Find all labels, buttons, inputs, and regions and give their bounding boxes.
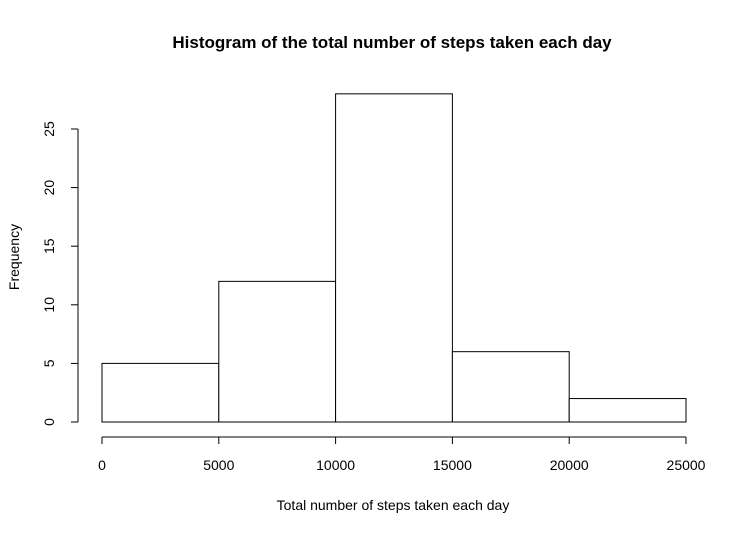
x-axis: 0 5000 10000 15000 20000 25000 — [98, 436, 706, 473]
histogram-bar-4 — [568, 398, 687, 423]
bars-group — [101, 93, 687, 423]
x-axis-label: Total number of steps taken each day — [277, 497, 510, 513]
x-tick-label: 20000 — [550, 457, 589, 473]
x-tick-label: 0 — [98, 457, 106, 473]
y-tick-label: 25 — [41, 121, 57, 137]
x-tick-label: 15000 — [433, 457, 472, 473]
chart-title: Histogram of the total number of steps t… — [172, 33, 612, 52]
y-tick-label: 5 — [41, 359, 57, 367]
histogram-bar-1 — [218, 280, 337, 423]
y-tick-label: 10 — [41, 297, 57, 313]
x-tick-label: 10000 — [316, 457, 355, 473]
x-tick-label: 5000 — [203, 457, 234, 473]
histogram-bar-0 — [101, 362, 220, 423]
y-tick-label: 15 — [41, 238, 57, 254]
histogram-bar-3 — [451, 351, 570, 423]
y-tick-label: 0 — [41, 418, 57, 426]
histogram-bar-2 — [335, 93, 453, 423]
y-axis: 0 5 10 15 20 25 — [41, 121, 79, 426]
y-tick-label: 20 — [41, 180, 57, 196]
x-tick-label: 25000 — [667, 457, 706, 473]
y-axis-label: Frequency — [6, 224, 22, 290]
